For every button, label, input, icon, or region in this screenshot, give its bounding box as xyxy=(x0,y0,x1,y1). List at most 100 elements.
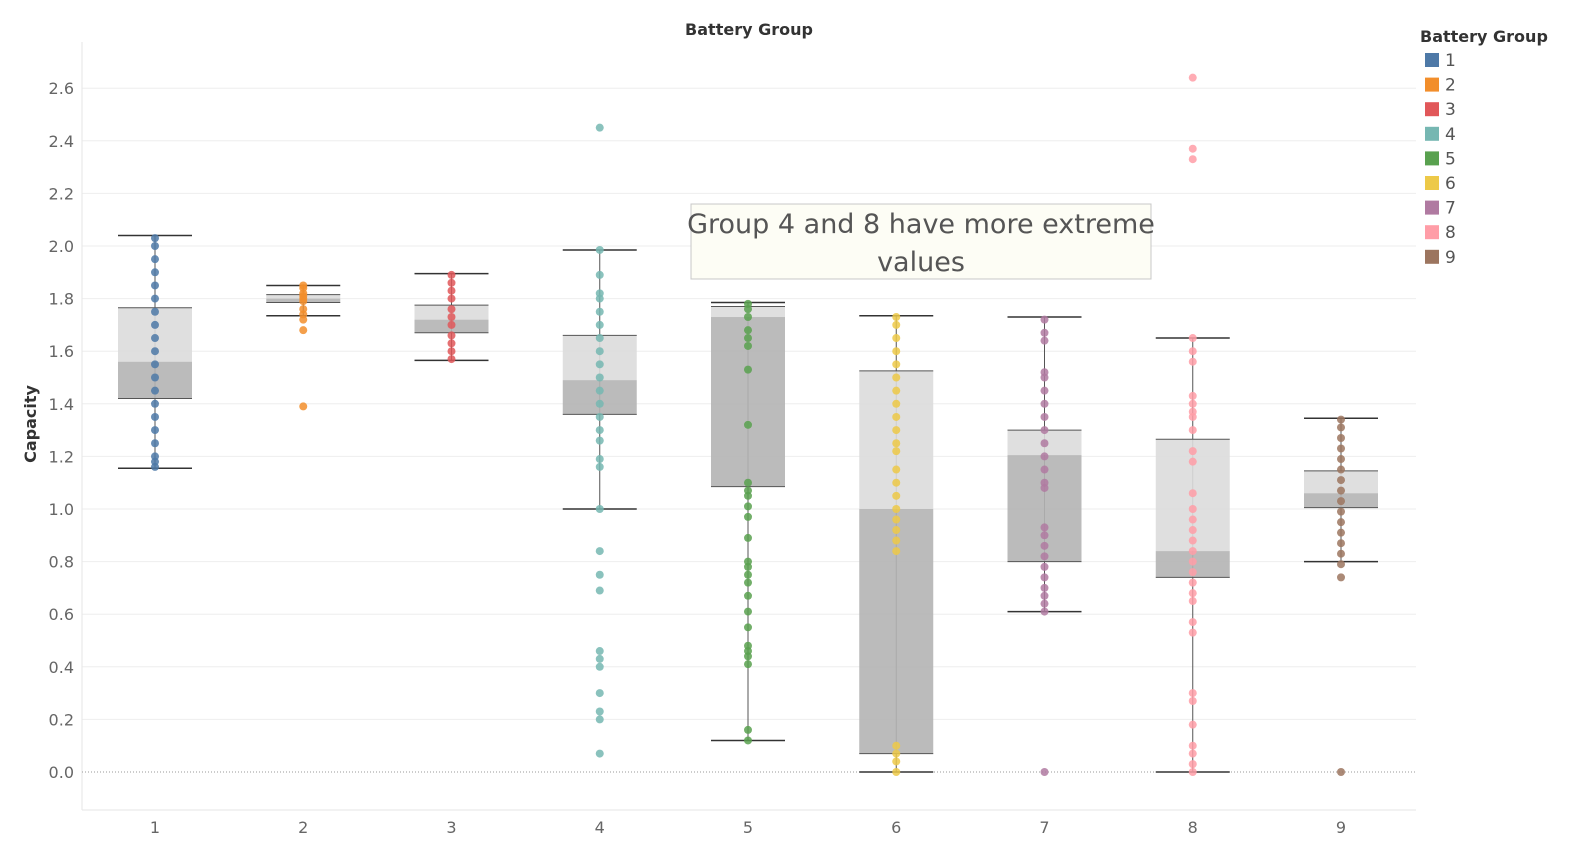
data-point xyxy=(744,420,752,429)
data-point xyxy=(595,707,604,716)
data-point xyxy=(1040,541,1049,550)
data-point xyxy=(1188,391,1197,400)
data-point xyxy=(595,320,604,329)
y-tick-label: 2.6 xyxy=(49,79,74,98)
data-point xyxy=(1188,557,1197,566)
legend-items: 1 2 3 4 5 6 7 8 9 xyxy=(1425,51,1456,268)
legend-label: 5 xyxy=(1445,149,1456,169)
x-tick-label: 1 xyxy=(150,818,160,837)
box-lower xyxy=(562,380,637,415)
data-point xyxy=(447,355,456,364)
y-tick-label: 2.0 xyxy=(49,237,74,256)
x-tick-label: 9 xyxy=(1336,818,1346,837)
legend: Battery Group 1 2 3 4 5 6 7 8 9 xyxy=(1420,27,1548,268)
data-point xyxy=(151,360,159,369)
data-point xyxy=(1040,315,1049,324)
data-point xyxy=(892,505,901,513)
annotation-line-2: values xyxy=(877,247,965,278)
data-point xyxy=(744,533,752,542)
data-point xyxy=(744,299,752,308)
y-tick-label: 1.4 xyxy=(49,395,74,414)
data-point xyxy=(1188,768,1197,776)
data-point xyxy=(151,347,159,356)
data-point xyxy=(1188,426,1197,435)
data-point xyxy=(744,570,752,579)
data-point xyxy=(1188,689,1197,698)
data-point xyxy=(151,307,159,316)
data-point xyxy=(744,725,752,734)
data-point xyxy=(1337,518,1345,527)
data-point xyxy=(1040,452,1049,461)
data-point xyxy=(595,289,604,298)
data-point xyxy=(1337,415,1345,424)
data-point xyxy=(1188,547,1197,556)
data-point xyxy=(1040,465,1049,474)
data-point xyxy=(1040,591,1049,600)
legend-swatch xyxy=(1425,53,1439,67)
data-point xyxy=(744,365,752,374)
x-tick-label: 7 xyxy=(1039,818,1049,837)
data-point xyxy=(1188,536,1197,545)
data-point xyxy=(151,426,159,435)
data-point xyxy=(151,412,159,421)
data-point xyxy=(744,578,752,587)
data-point xyxy=(1040,607,1049,616)
data-point xyxy=(892,426,901,435)
data-point xyxy=(151,320,159,329)
data-point xyxy=(1040,368,1049,377)
data-point xyxy=(151,452,159,461)
data-point xyxy=(1337,528,1345,537)
data-point xyxy=(151,242,159,250)
legend-label: 6 xyxy=(1445,174,1456,194)
data-point xyxy=(1188,618,1197,627)
data-point xyxy=(595,547,604,556)
data-point xyxy=(299,281,308,290)
x-tick-label: 8 xyxy=(1188,818,1198,837)
data-point xyxy=(1337,486,1345,495)
data-point xyxy=(1188,578,1197,587)
data-point xyxy=(151,439,159,448)
data-point xyxy=(447,305,456,314)
data-point xyxy=(1188,628,1197,637)
data-point xyxy=(744,660,752,669)
data-point xyxy=(151,281,159,290)
data-point xyxy=(595,654,604,663)
data-point xyxy=(151,294,159,303)
data-point xyxy=(595,436,604,445)
legend-swatch xyxy=(1425,102,1439,117)
data-point xyxy=(595,689,604,698)
data-point xyxy=(744,591,752,600)
data-point xyxy=(595,399,604,408)
data-point xyxy=(1188,73,1197,82)
data-point xyxy=(744,512,752,521)
data-point xyxy=(1188,589,1197,598)
data-point xyxy=(1337,573,1345,582)
data-point xyxy=(299,326,308,335)
data-point xyxy=(595,715,604,724)
legend-swatch xyxy=(1425,249,1439,264)
data-point xyxy=(1040,573,1049,582)
data-point xyxy=(595,586,604,595)
data-point xyxy=(1188,357,1197,366)
data-point xyxy=(892,465,901,474)
data-point xyxy=(892,439,901,448)
data-point xyxy=(892,491,901,500)
y-tick-label: 1.6 xyxy=(49,342,74,361)
box-lower xyxy=(859,509,934,754)
data-point xyxy=(151,334,159,343)
data-point xyxy=(1040,599,1049,608)
y-tick-label: 1.2 xyxy=(49,447,74,466)
y-tick-label: 1.0 xyxy=(49,500,74,519)
data-point xyxy=(1337,455,1345,464)
data-point xyxy=(744,557,752,566)
data-point xyxy=(744,623,752,632)
data-point xyxy=(892,547,901,556)
y-tick-label: 0.4 xyxy=(49,658,74,677)
data-point xyxy=(1188,144,1197,153)
data-point xyxy=(744,486,752,495)
data-point xyxy=(151,255,159,264)
data-point xyxy=(892,373,901,382)
data-point xyxy=(1337,423,1345,432)
data-point xyxy=(744,478,752,487)
data-point xyxy=(1188,155,1197,164)
